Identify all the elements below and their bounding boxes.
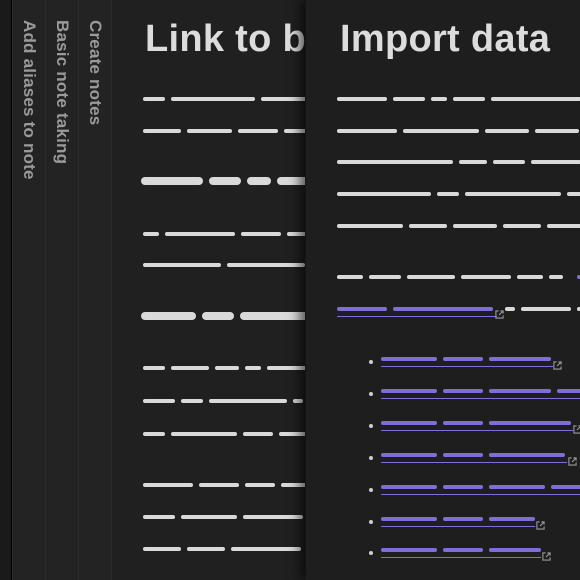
list-item-link[interactable] bbox=[381, 420, 580, 434]
text-line bbox=[143, 97, 306, 101]
stacked-tab-title: Basic note taking bbox=[53, 20, 72, 165]
text-line bbox=[337, 97, 580, 101]
list-bullet bbox=[369, 551, 373, 555]
text-line bbox=[337, 160, 580, 164]
external-link-icon bbox=[536, 521, 545, 530]
link-text bbox=[381, 421, 571, 425]
list-bullet bbox=[369, 456, 373, 460]
external-link-icon bbox=[553, 361, 562, 370]
list-item-link[interactable] bbox=[381, 356, 571, 370]
link-text bbox=[381, 453, 565, 457]
link-text bbox=[381, 357, 551, 361]
text-line bbox=[337, 275, 563, 279]
inline-link-text[interactable] bbox=[577, 275, 580, 279]
text-line bbox=[337, 129, 579, 133]
list-bullet bbox=[369, 520, 373, 524]
text-line bbox=[143, 399, 306, 403]
note-pane-link: Link to b bbox=[111, 0, 306, 580]
note-pane-import: Import data bbox=[305, 0, 580, 580]
link-underline bbox=[381, 557, 541, 558]
link-text bbox=[381, 517, 535, 521]
list-bullet bbox=[369, 424, 373, 428]
link-underline bbox=[381, 494, 580, 495]
external-link[interactable] bbox=[337, 305, 507, 319]
external-link-icon bbox=[495, 310, 504, 319]
note-title: Link to b bbox=[145, 18, 306, 60]
link-underline bbox=[337, 316, 497, 317]
link-text bbox=[381, 389, 580, 393]
text-line bbox=[505, 307, 580, 311]
list-item-link[interactable] bbox=[381, 547, 566, 561]
text-line bbox=[337, 224, 580, 228]
left-edge-strip bbox=[0, 0, 12, 580]
external-link-icon bbox=[573, 425, 580, 434]
list-item-link[interactable] bbox=[381, 452, 580, 466]
heading-line bbox=[141, 177, 306, 185]
external-link-icon bbox=[542, 552, 551, 561]
link-text bbox=[381, 548, 541, 552]
text-line bbox=[143, 366, 306, 370]
list-bullet bbox=[369, 488, 373, 492]
stacked-tab-title: Create notes bbox=[86, 20, 105, 126]
text-line bbox=[143, 515, 303, 519]
text-line bbox=[143, 232, 306, 236]
stacked-tab-add-aliases[interactable]: Add aliases to note bbox=[12, 0, 46, 580]
text-line bbox=[143, 263, 305, 267]
list-item-link[interactable] bbox=[381, 484, 580, 498]
text-line bbox=[337, 192, 580, 196]
list-bullet bbox=[369, 392, 373, 396]
list-item-link[interactable] bbox=[381, 388, 580, 402]
text-line bbox=[143, 129, 306, 133]
heading-line bbox=[141, 312, 306, 320]
list-bullet bbox=[369, 360, 373, 364]
stacked-tab-basic-note-taking[interactable]: Basic note taking bbox=[45, 0, 79, 580]
link-underline bbox=[381, 366, 553, 367]
external-link-icon bbox=[568, 457, 577, 466]
list-item-link[interactable] bbox=[381, 516, 561, 530]
text-line bbox=[143, 432, 306, 436]
stacked-tab-title: Add aliases to note bbox=[20, 20, 39, 180]
link-underline bbox=[381, 462, 567, 463]
link-underline bbox=[381, 430, 573, 431]
note-title: Import data bbox=[340, 18, 551, 60]
text-line bbox=[143, 483, 306, 487]
link-underline bbox=[381, 398, 580, 399]
link-text bbox=[381, 485, 580, 489]
link-underline bbox=[381, 526, 535, 527]
link-text bbox=[337, 307, 493, 311]
text-line bbox=[143, 547, 301, 551]
stacked-tab-create-notes[interactable]: Create notes bbox=[78, 0, 112, 580]
